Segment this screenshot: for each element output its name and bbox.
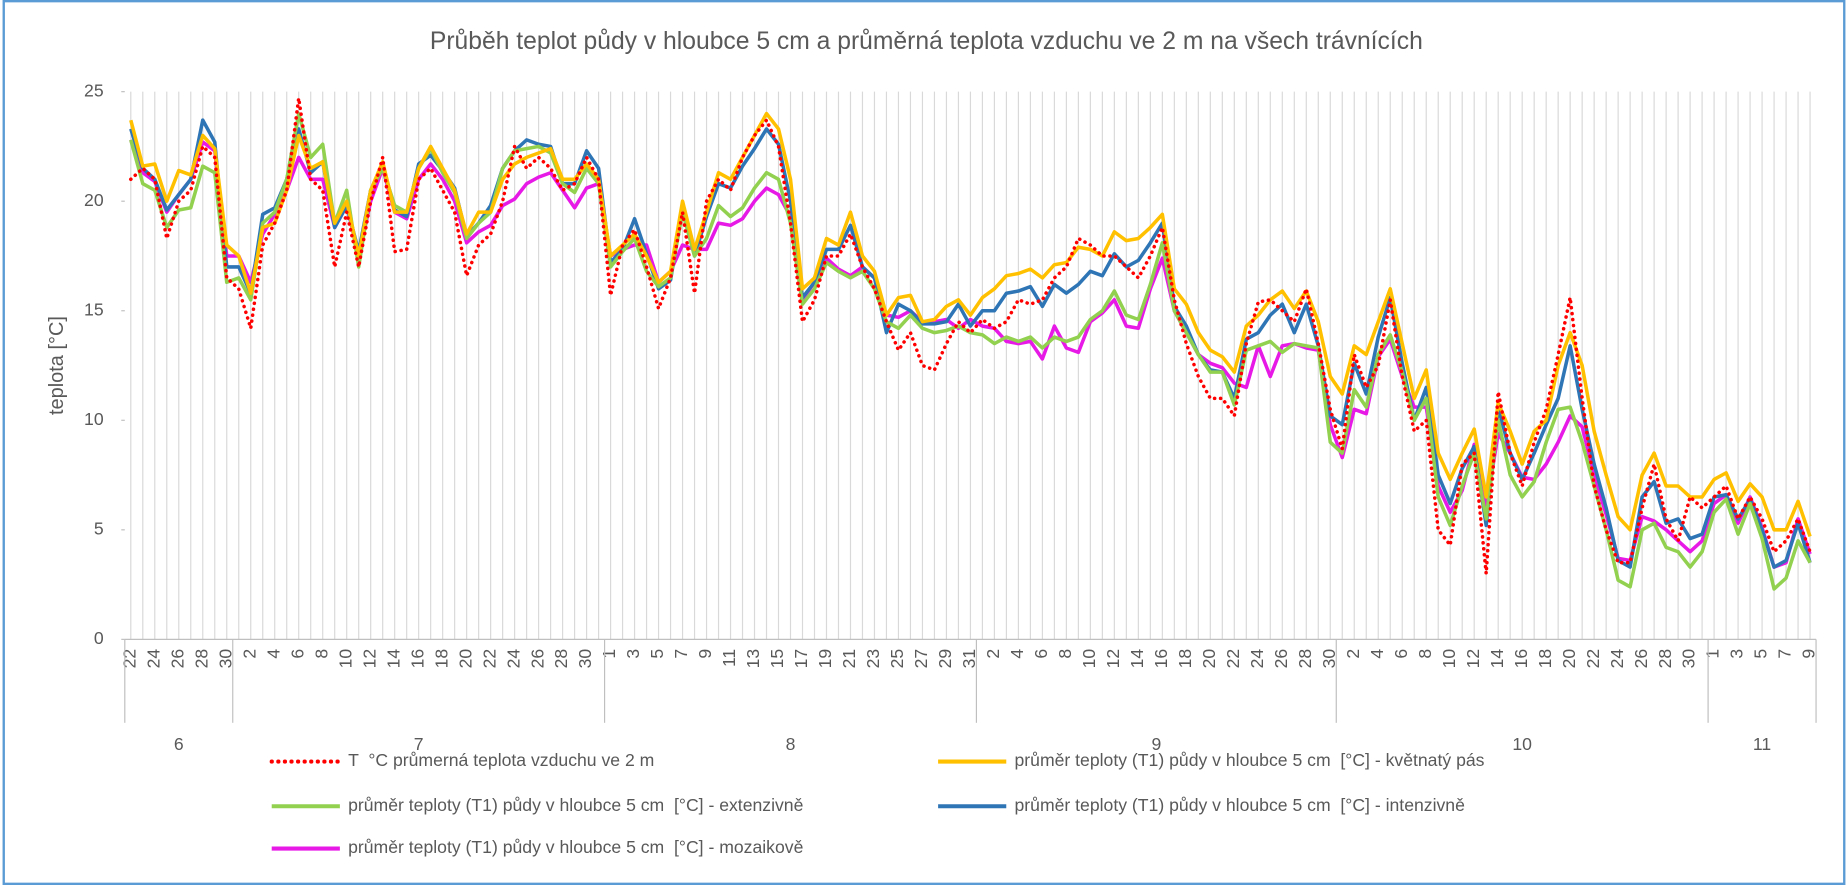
- month-label: 11: [1753, 734, 1771, 754]
- y-tick-label: 20: [84, 190, 104, 210]
- x-tick-label: 2: [1343, 649, 1363, 659]
- x-tick-label: 8: [1415, 649, 1435, 659]
- x-tick-label: 3: [623, 649, 643, 659]
- month-label: 7: [414, 734, 424, 754]
- x-tick-label: 14: [1127, 649, 1147, 669]
- x-tick-label: 28: [1295, 649, 1315, 669]
- x-tick-label: 11: [719, 649, 739, 667]
- x-tick-label: 25: [887, 649, 907, 669]
- x-tick-label: 22: [1583, 649, 1603, 669]
- x-tick-label: 13: [743, 649, 763, 669]
- month-label: 10: [1512, 734, 1532, 754]
- x-tick-label: 9: [1799, 649, 1819, 659]
- y-tick-label: 10: [84, 409, 104, 429]
- legend-label: T °C průmerná teplota vzduchu ve 2 m: [348, 750, 654, 770]
- month-label: 6: [174, 734, 184, 754]
- legend-label: průměr teploty (T1) půdy v hloubce 5 cm …: [348, 795, 803, 815]
- month-label: 8: [786, 734, 796, 754]
- x-tick-label: 30: [575, 649, 595, 669]
- x-tick-label: 1: [599, 649, 619, 659]
- x-tick-label: 26: [1631, 649, 1651, 669]
- chart-title: Průběh teplot půdy v hloubce 5 cm a prům…: [430, 28, 1423, 55]
- x-tick-label: 8: [311, 649, 331, 659]
- x-tick-label: 21: [839, 649, 859, 669]
- x-tick-label: 15: [767, 649, 787, 669]
- month-label: 9: [1151, 734, 1161, 754]
- x-tick-label: 24: [503, 649, 523, 669]
- x-tick-label: 10: [1079, 649, 1099, 669]
- legend-label: průměr teploty (T1) půdy v hloubce 5 cm …: [1014, 795, 1465, 815]
- x-tick-label: 12: [1103, 649, 1123, 669]
- y-tick-label: 5: [94, 518, 104, 538]
- x-tick-label: 22: [119, 649, 139, 669]
- x-tick-label: 30: [1319, 649, 1339, 669]
- x-tick-label: 8: [1055, 649, 1075, 659]
- x-tick-label: 4: [1007, 649, 1027, 659]
- x-tick-label: 16: [1151, 649, 1171, 669]
- x-tick-label: 6: [1031, 649, 1051, 659]
- x-tick-label: 28: [551, 649, 571, 669]
- x-tick-label: 7: [671, 649, 691, 659]
- x-tick-label: 3: [1727, 649, 1747, 659]
- legend-label: průměr teploty (T1) půdy v hloubce 5 cm …: [348, 837, 803, 857]
- y-tick-label: 15: [84, 299, 104, 319]
- y-axis-label: teplota [°C]: [46, 316, 68, 415]
- x-tick-label: 19: [815, 649, 835, 669]
- x-tick-label: 12: [1463, 649, 1483, 669]
- x-tick-label: 28: [1655, 649, 1675, 669]
- x-tick-label: 6: [1391, 649, 1411, 659]
- x-tick-label: 5: [647, 649, 667, 659]
- x-tick-label: 18: [1175, 649, 1195, 669]
- x-tick-label: 10: [335, 649, 355, 669]
- x-tick-label: 17: [791, 649, 811, 669]
- x-tick-label: 4: [263, 649, 283, 659]
- x-tick-label: 26: [167, 649, 187, 669]
- x-tick-label: 20: [1199, 649, 1219, 669]
- x-tick-label: 16: [1511, 649, 1531, 669]
- x-tick-label: 28: [191, 649, 211, 669]
- y-tick-label: 0: [94, 628, 104, 648]
- x-tick-label: 12: [359, 649, 379, 669]
- x-tick-label: 1: [1703, 649, 1723, 659]
- series-line: [129, 111, 1812, 537]
- x-tick-label: 9: [695, 649, 715, 659]
- x-tick-label: 6: [287, 649, 307, 659]
- x-tick-label: 20: [1559, 649, 1579, 669]
- x-tick-label: 31: [959, 649, 979, 669]
- x-tick-label: 22: [479, 649, 499, 669]
- x-tick-label: 22: [1223, 649, 1243, 669]
- x-tick-label: 10: [1439, 649, 1459, 669]
- x-tick-label: 27: [911, 649, 931, 669]
- x-tick-label: 23: [863, 649, 883, 669]
- x-tick-label: 24: [143, 649, 163, 669]
- x-tick-label: 2: [983, 649, 1003, 659]
- x-tick-label: 24: [1607, 649, 1627, 669]
- x-tick-label: 20: [455, 649, 475, 669]
- x-tick-label: 29: [935, 649, 955, 669]
- x-tick-label: 14: [383, 649, 403, 669]
- x-tick-label: 16: [407, 649, 427, 669]
- legend-label: průměr teploty (T1) půdy v hloubce 5 cm …: [1014, 750, 1484, 770]
- x-tick-label: 18: [431, 649, 451, 669]
- x-tick-label: 26: [527, 649, 547, 669]
- x-tick-label: 5: [1751, 649, 1771, 659]
- x-tick-label: 26: [1271, 649, 1291, 669]
- x-tick-label: 7: [1775, 649, 1795, 659]
- x-tick-label: 14: [1487, 649, 1507, 669]
- x-tick-label: 30: [215, 649, 235, 669]
- series-line: [129, 96, 1812, 576]
- x-tick-label: 4: [1367, 649, 1387, 659]
- x-tick-label: 2: [239, 649, 259, 659]
- x-tick-label: 30: [1679, 649, 1699, 669]
- x-tick-label: 24: [1247, 649, 1267, 669]
- y-tick-label: 25: [84, 80, 104, 100]
- x-tick-label: 18: [1535, 649, 1555, 669]
